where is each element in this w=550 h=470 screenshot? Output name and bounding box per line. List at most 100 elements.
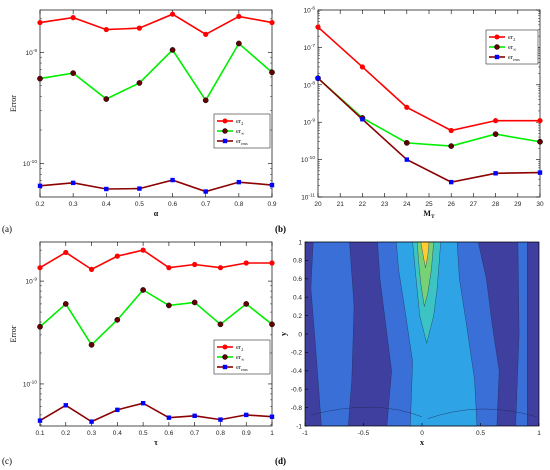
- panel-d-ytick-label-2: -0.6: [291, 387, 303, 394]
- panel-a-ytick-label-1-exp: -9: [33, 48, 38, 54]
- panel-d-contour-line-bottom-right: [427, 408, 537, 419]
- panel-c-xtick-label-2: 0.3: [87, 430, 96, 437]
- panel-b-point-errms: [404, 157, 409, 162]
- panel-c-point-errms: [269, 414, 275, 419]
- panel-b-ytick-label-2: 10-9: [304, 118, 316, 127]
- panel-a-point-erinf: [136, 80, 143, 86]
- panel-a-point-errms: [37, 183, 43, 189]
- panel-c-xtick-label-9: 1: [270, 430, 274, 437]
- panel-a-point-er2: [236, 13, 242, 20]
- panel-a-legend-name-er2: er: [236, 118, 242, 125]
- panel-c-tag: (c): [2, 456, 12, 466]
- panel-a-xtick-label-4: 0.6: [168, 201, 177, 208]
- panel-b-legend-sub-erinf: ∞: [513, 47, 516, 52]
- panel-c-series-erinf: [37, 287, 275, 348]
- panel-a-point-erinf: [37, 75, 43, 82]
- panel-b-legend-name-er2: er: [508, 34, 514, 41]
- panel-d-xtick-label-1: -0.5: [358, 430, 370, 437]
- panel-a-line-erinf: [39, 42, 273, 102]
- panel-d-xtick-label-4: 1: [537, 430, 541, 437]
- panel-b-xtick-label-5: 25: [425, 201, 433, 208]
- panel-b-ytick-label-0: 10-11: [301, 193, 315, 202]
- panel-c-point-erinf: [166, 302, 172, 309]
- panel-a-ytick-label-0-exp: -10: [30, 159, 37, 165]
- panel-b-point-er2: [315, 24, 321, 30]
- panel-b-xtick-label-10: 30: [536, 201, 544, 208]
- panel-b-ytick-label-0-exp: -11: [308, 193, 315, 199]
- panel-b-ytick-label-2-base: 10: [304, 120, 312, 127]
- panel-b-point-er2: [448, 127, 454, 134]
- panel-a-xtick-label-3: 0.5: [135, 201, 144, 208]
- panel-a-legend-sub-erinf: ∞: [241, 131, 244, 136]
- panel-c-point-er2: [217, 265, 224, 271]
- panel-a-point-errms: [269, 182, 275, 188]
- panel-b-ytick-label-3-base: 10: [304, 82, 312, 89]
- panel-c-point-er2: [166, 265, 172, 271]
- panel-a-xlabel-main: α: [154, 209, 159, 218]
- panel-c-xtick-label-7: 0.8: [216, 430, 225, 437]
- panel-c-xtick-label-3: 0.4: [113, 430, 122, 437]
- panel-b-xlabel-main: M: [423, 209, 431, 218]
- panel-c-xtick-label-1: 0.2: [61, 430, 70, 437]
- panel-d-ylabel: y: [279, 332, 288, 336]
- panel-b-legend-sub-errms: rms: [513, 57, 520, 62]
- panel-c-legend-sub-errms: rms: [241, 367, 248, 372]
- panel-c-ytick-label-0-exp: -10: [30, 379, 37, 385]
- panel-b-ytick-label-4: 10-7: [304, 43, 316, 52]
- panel-c-ytick-label-1: 10-9: [26, 277, 38, 286]
- panel-b-legend-name-erinf: er: [508, 44, 514, 51]
- panel-d-xlabel: x: [420, 438, 424, 447]
- panel-b-tag: (b): [275, 224, 286, 234]
- panel-c-legend-sub-er2: 2: [241, 347, 243, 352]
- panel-c-point-erinf: [269, 321, 275, 328]
- panel-a-minor-ticks: [40, 18, 272, 189]
- panel-b-point-er2: [359, 64, 365, 70]
- panel-b-xtick-label-6: 26: [448, 201, 456, 208]
- panel-a-point-er2: [169, 11, 176, 17]
- panel-b-legend-sub-er2: 2: [513, 37, 515, 42]
- panel-d-ytick-label-4: -0.2: [291, 350, 303, 357]
- panel-b-legend-marker-er2: [494, 34, 500, 40]
- panel-c-point-er2: [140, 247, 146, 253]
- panel-a-line-er2: [39, 13, 273, 36]
- panel-d-xtick-label-2: 0: [420, 430, 424, 437]
- panel-a-point-erinf: [202, 97, 209, 104]
- panel-c-ylabel: Error: [9, 325, 18, 342]
- panel-b-line-er2: [317, 26, 540, 132]
- panel-a-legend-sub-errms: rms: [241, 141, 248, 146]
- panel-c-point-erinf: [62, 301, 69, 307]
- panel-c-xtick-label-8: 0.9: [242, 430, 251, 437]
- panel-d-ytick-label-5: 0: [298, 331, 302, 338]
- panel-b-point-er2: [404, 104, 410, 110]
- panel-a-point-erinf: [169, 47, 176, 53]
- panel-b-point-erinf: [492, 131, 499, 137]
- panel-b-point-erinf: [403, 140, 410, 146]
- panel-a-legend-sub-er2: 2: [241, 121, 243, 126]
- panel-a-xtick-label-6: 0.8: [234, 201, 243, 208]
- panel-d-tag: (d): [275, 456, 286, 466]
- panel-c-point-er2: [269, 260, 275, 266]
- panel-d-level-4: [417, 241, 434, 307]
- panel-b-ytick-label-5-exp: -6: [311, 6, 316, 12]
- panel-c-point-errms: [192, 413, 197, 419]
- panel-c-xlabel: τ: [154, 438, 158, 447]
- panel-a-point-erinf: [269, 69, 275, 76]
- panel-a-legend-marker-errms: [222, 138, 228, 144]
- panel-b-xlabel-sub: T: [431, 214, 435, 220]
- panel-b-point-errms: [315, 76, 321, 81]
- panel-b-xtick-label-3: 23: [381, 201, 389, 208]
- panel-b-ytick-label-1-base: 10: [301, 157, 309, 164]
- panel-a-point-errms: [170, 177, 175, 183]
- panel-c-point-errms: [166, 415, 172, 420]
- panel-a-point-errms: [104, 186, 109, 192]
- panel-c-legend-label-er2: er2: [236, 344, 243, 352]
- panel-c-line-er2: [39, 249, 272, 271]
- panel-b-xtick-label-7: 27: [470, 201, 478, 208]
- panel-b-xtick-label-0: 20: [314, 201, 322, 208]
- panel-b-ytick-label-3-exp: -8: [311, 80, 316, 86]
- panel-a-xtick-label-1: 0.3: [69, 201, 78, 208]
- panel-b-point-errms: [537, 170, 543, 175]
